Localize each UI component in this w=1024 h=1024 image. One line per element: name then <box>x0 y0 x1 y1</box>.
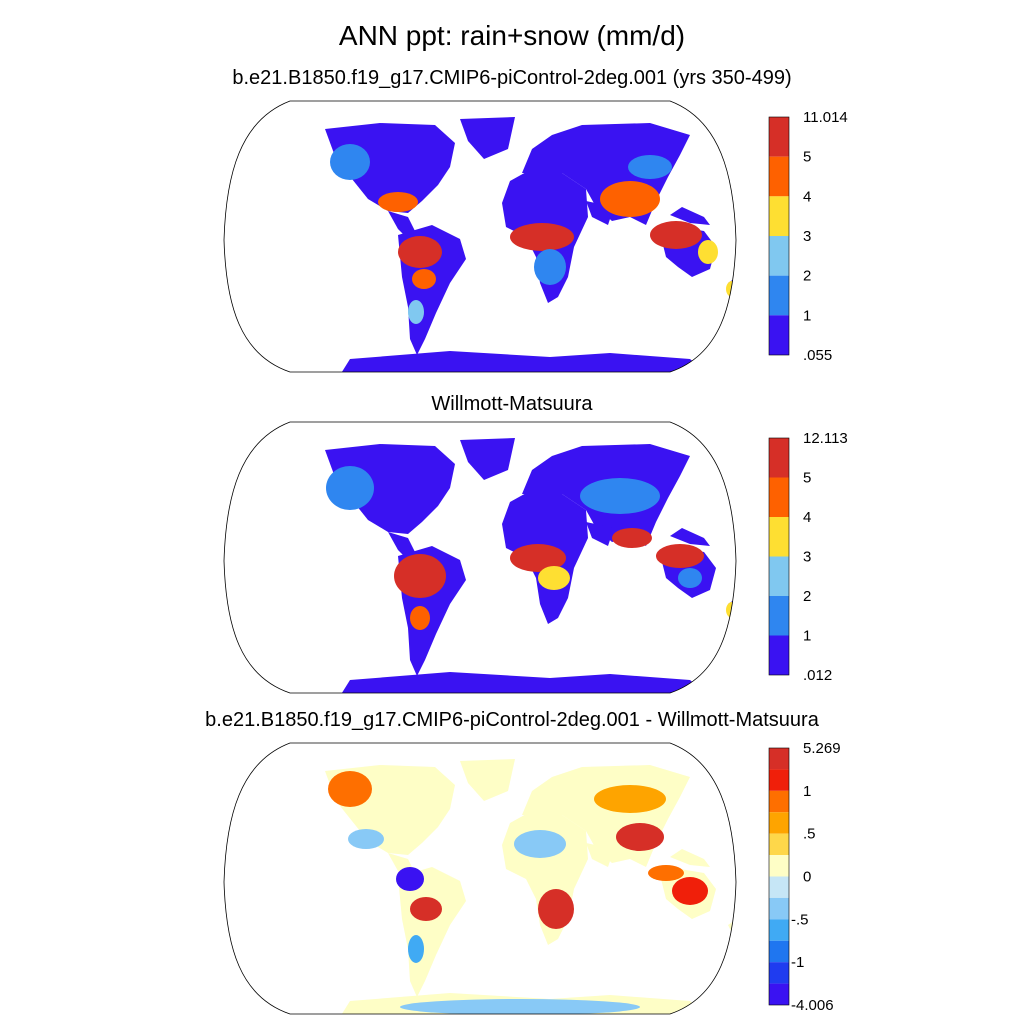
colorbar-tick-label: 2 <box>803 588 811 605</box>
colorbar-tick-label: 1 <box>803 307 811 324</box>
colorbar-tick-label: 1 <box>803 783 811 800</box>
panel-title-observed: Willmott-Matsuura <box>431 393 593 415</box>
colorbar-frame <box>768 747 790 1006</box>
colorbar-swatch <box>769 833 789 856</box>
colorbar-swatch <box>769 855 789 877</box>
colorbar-tick-label: .055 <box>803 347 832 364</box>
colorbar-tick-label: 0 <box>803 869 811 886</box>
colorbar-tick-label: 1 <box>803 628 811 645</box>
colorbar-swatch <box>769 919 789 941</box>
panel-title-model: b.e21.B1850.f19_g17.CMIP6-piControl-2deg… <box>232 67 792 89</box>
colorbar-swatch <box>769 156 789 197</box>
colorbar-swatch <box>769 940 789 963</box>
colorbar-swatch <box>769 236 789 276</box>
colorbar-tick-label: 2 <box>803 268 811 285</box>
colorbar-swatch <box>769 477 789 517</box>
colorbar-swatch <box>769 196 789 236</box>
colorbar-swatch <box>769 876 789 898</box>
colorbar-swatch <box>769 769 789 791</box>
colorbar-swatch <box>769 596 789 636</box>
colorbar-tick-label: 12.113 <box>803 430 848 447</box>
colorbar-tick-label: 5.269 <box>803 740 841 757</box>
colorbar-swatch <box>769 962 789 984</box>
colorbar-tick-label: -4.006 <box>791 997 834 1014</box>
colorbar-difference: 5.269 1 .5 0 -.5 -1 -4.006 <box>768 740 841 1014</box>
main-title: ANN ppt: rain+snow (mm/d) <box>338 20 686 51</box>
colorbar-tick-label: 4 <box>803 188 811 205</box>
colorbar-swatch <box>769 275 789 316</box>
colorbar-frame <box>768 437 790 676</box>
colorbar-tick-label: .012 <box>803 667 832 684</box>
colorbar-swatch <box>769 517 789 557</box>
colorbar-swatch <box>769 635 789 675</box>
colorbar-model: 11.014 5 4 3 2 1 .055 <box>768 109 848 364</box>
colorbar-swatch <box>769 790 789 813</box>
colorbar-swatch <box>769 897 789 920</box>
panel-title-difference: b.e21.B1850.f19_g17.CMIP6-piControl-2deg… <box>205 709 819 731</box>
colorbar-frame <box>768 116 790 356</box>
colorbar-tick-label: 3 <box>803 228 811 245</box>
colorbar-tick-label: -.5 <box>791 911 809 928</box>
colorbar-swatch <box>769 748 789 770</box>
colorbar-swatch <box>769 315 789 355</box>
colorbar-swatch <box>769 117 789 157</box>
colorbar-tick-label: 11.014 <box>803 109 848 126</box>
colorbar-tick-label: .5 <box>803 826 816 843</box>
colorbar-tick-label: -1 <box>791 954 804 971</box>
colorbar-swatch <box>769 983 789 1005</box>
colorbar-tick-label: 5 <box>803 149 811 166</box>
colorbar-tick-label: 4 <box>803 509 811 526</box>
map-panel-difference <box>223 742 737 1015</box>
colorbar-swatch <box>769 438 789 478</box>
colorbar-observed: 12.113 5 4 3 2 1 .012 <box>768 430 848 684</box>
colorbar-swatch <box>769 812 789 834</box>
map-panel-model <box>223 100 737 373</box>
map-panel-observed <box>223 421 737 694</box>
colorbar-tick-label: 5 <box>803 470 811 487</box>
colorbar-swatch <box>769 556 789 596</box>
colorbar-tick-label: 3 <box>803 549 811 566</box>
